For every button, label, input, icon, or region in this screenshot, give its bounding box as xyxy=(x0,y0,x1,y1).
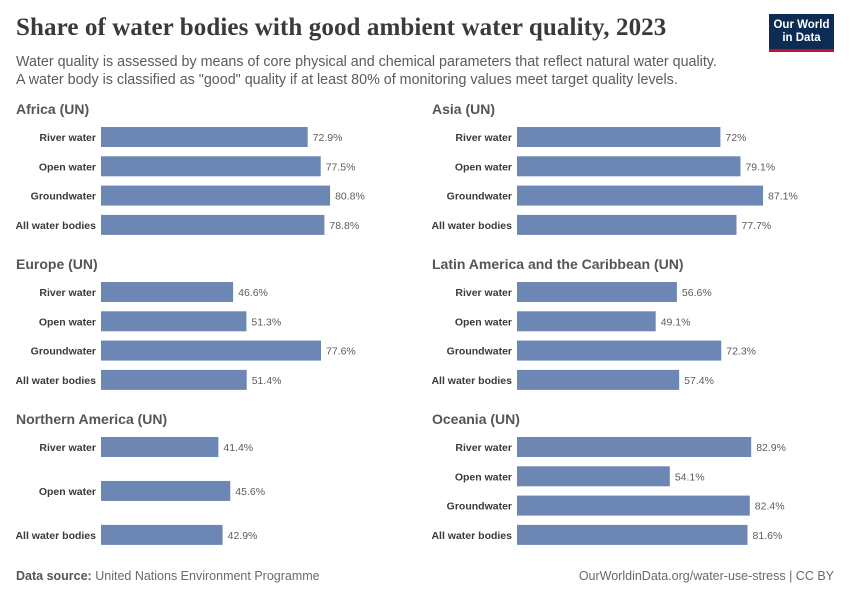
category-label: All water bodies xyxy=(15,375,96,387)
category-label: Groundwater xyxy=(31,191,96,203)
bar-open-water[interactable] xyxy=(101,311,247,332)
bar-all-water-bodies[interactable] xyxy=(101,524,223,545)
bar-all-water-bodies[interactable] xyxy=(517,524,748,545)
data-source-value: United Nations Environment Programme xyxy=(95,569,320,583)
bar-all-water-bodies[interactable] xyxy=(517,369,680,390)
bar-all-water-bodies[interactable] xyxy=(517,214,737,235)
category-label: Groundwater xyxy=(447,191,512,203)
panel-title: Latin America and the Caribbean (UN) xyxy=(432,256,684,272)
bar-river-water[interactable] xyxy=(517,127,721,147)
panel-northern-america-un: Northern America (UN) River water 41.4% Ope… xyxy=(15,411,265,545)
value-label: 77.6% xyxy=(326,346,356,358)
value-label: 82.9% xyxy=(756,442,786,454)
category-label: Open water xyxy=(455,316,512,328)
value-label: 41.4% xyxy=(223,442,253,454)
value-label: 81.6% xyxy=(753,530,783,542)
panel-europe-un: Europe (UN) River water 46.6% Open water 51.… xyxy=(15,256,356,390)
bar-groundwater[interactable] xyxy=(517,495,750,516)
panel-title: Oceania (UN) xyxy=(432,411,520,427)
bar-groundwater[interactable] xyxy=(101,185,331,206)
chart-title: Share of water bodies with good ambient … xyxy=(16,14,667,41)
value-label: 87.1% xyxy=(768,191,798,203)
bar-open-water[interactable] xyxy=(517,156,741,177)
bar-open-water[interactable] xyxy=(101,156,321,177)
value-label: 78.8% xyxy=(329,220,359,232)
category-label: Groundwater xyxy=(447,501,512,513)
category-label: Open water xyxy=(39,161,96,173)
category-label: All water bodies xyxy=(15,530,96,542)
value-label: 72.3% xyxy=(726,346,756,358)
bar-all-water-bodies[interactable] xyxy=(101,369,247,390)
category-label: Groundwater xyxy=(447,346,512,358)
bar-open-water[interactable] xyxy=(517,466,670,487)
bar-river-water[interactable] xyxy=(101,127,308,147)
category-label: River water xyxy=(39,132,96,144)
chart-subtitle-line-2: A water body is classified as "good" qua… xyxy=(16,72,678,88)
category-label: River water xyxy=(39,287,96,299)
chart-subtitle-line-1: Water quality is assessed by means of co… xyxy=(16,54,717,70)
value-label: 51.3% xyxy=(251,316,281,328)
value-label: 56.6% xyxy=(682,287,712,299)
value-label: 42.9% xyxy=(228,530,258,542)
category-label: All water bodies xyxy=(15,220,96,232)
panel-latin-america-and-the-caribbean-un: Latin America and the Caribbean (UN) Rive… xyxy=(431,256,756,390)
data-source: Data source: United Nations Environment … xyxy=(16,569,320,583)
data-source-label: Data source: xyxy=(16,569,92,583)
value-label: 51.4% xyxy=(252,375,282,387)
value-label: 80.8% xyxy=(335,191,365,203)
bar-open-water[interactable] xyxy=(101,480,231,501)
panel-title: Northern America (UN) xyxy=(16,411,167,427)
panel-title: Africa (UN) xyxy=(16,101,89,117)
value-label: 72% xyxy=(725,132,746,144)
value-label: 72.9% xyxy=(313,132,343,144)
category-label: River water xyxy=(455,287,512,299)
category-label: River water xyxy=(455,442,512,454)
value-label: 46.6% xyxy=(238,287,268,299)
category-label: Open water xyxy=(455,161,512,173)
category-label: River water xyxy=(455,132,512,144)
category-label: Open water xyxy=(455,471,512,483)
value-label: 57.4% xyxy=(684,375,714,387)
value-label: 77.5% xyxy=(326,161,356,173)
value-label: 77.7% xyxy=(742,220,772,232)
category-label: All water bodies xyxy=(431,375,512,387)
bar-groundwater[interactable] xyxy=(517,185,764,206)
bar-river-water[interactable] xyxy=(517,282,677,302)
bar-all-water-bodies[interactable] xyxy=(101,214,325,235)
value-label: 54.1% xyxy=(675,471,705,483)
panel-africa-un: Africa (UN) River water 72.9% Open water 77.… xyxy=(15,101,365,235)
category-label: All water bodies xyxy=(431,220,512,232)
bar-open-water[interactable] xyxy=(517,311,656,332)
value-label: 49.1% xyxy=(661,316,691,328)
bar-groundwater[interactable] xyxy=(101,340,321,361)
panel-title: Asia (UN) xyxy=(432,101,495,117)
value-label: 82.4% xyxy=(755,501,785,513)
category-label: Open water xyxy=(39,486,96,498)
category-label: Open water xyxy=(39,316,96,328)
owid-logo[interactable]: Our World in Data xyxy=(769,14,834,52)
bar-river-water[interactable] xyxy=(101,437,219,457)
logo-text-line-2: in Data xyxy=(782,32,821,44)
source-link[interactable]: OurWorldinData.org/water-use-stress | CC… xyxy=(578,569,834,583)
bar-river-water[interactable] xyxy=(101,282,234,302)
panel-asia-un: Asia (UN) River water 72% Open water 79.1% Gr… xyxy=(431,101,798,235)
value-label: 45.6% xyxy=(235,486,265,498)
category-label: River water xyxy=(39,442,96,454)
logo-text-line-1: Our World xyxy=(773,19,830,31)
bar-river-water[interactable] xyxy=(517,437,752,457)
category-label: Groundwater xyxy=(31,346,96,358)
category-label: All water bodies xyxy=(431,530,512,542)
panel-oceania-un: Oceania (UN) River water 82.9% Open water 54… xyxy=(431,411,786,545)
bar-groundwater[interactable] xyxy=(517,340,722,361)
value-label: 79.1% xyxy=(745,161,775,173)
panel-title: Europe (UN) xyxy=(16,256,98,272)
